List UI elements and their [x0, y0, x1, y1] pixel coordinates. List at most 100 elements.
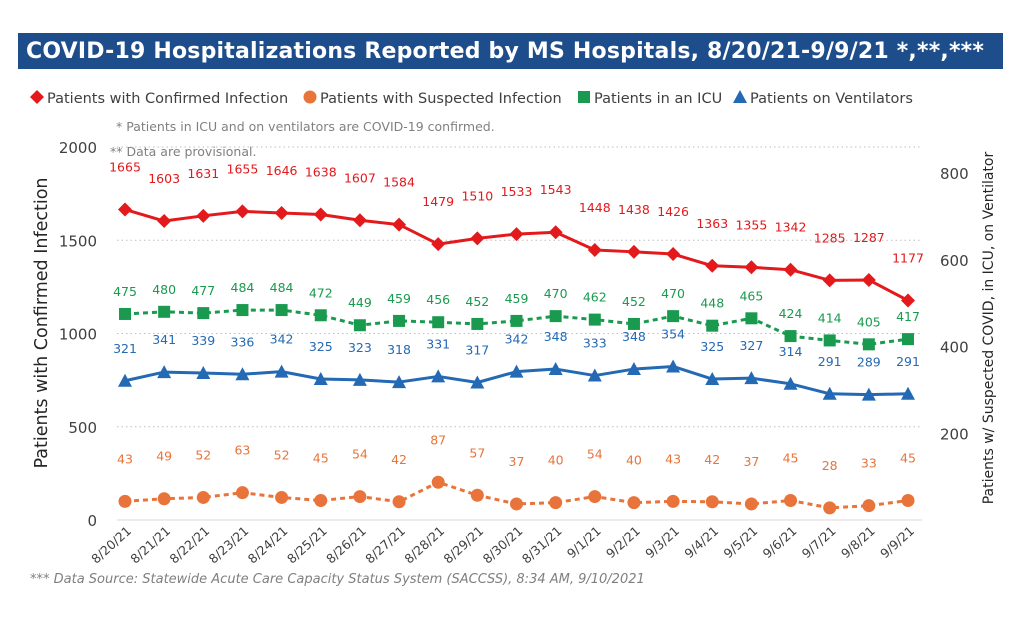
data-label: 317	[465, 343, 489, 358]
chart-title: COVID-19 Hospitalizations Reported by MS…	[26, 38, 985, 64]
data-label: 452	[465, 294, 489, 309]
data-point-square	[784, 330, 797, 343]
data-label: 1438	[618, 202, 650, 217]
data-point-triangle	[744, 371, 759, 385]
data-label: 1363	[696, 216, 728, 231]
data-label: 318	[387, 342, 411, 357]
data-label: 87	[430, 432, 446, 447]
data-label: 321	[113, 341, 137, 356]
data-point-triangle	[861, 387, 876, 401]
data-label: 448	[700, 296, 724, 311]
data-point-triangle	[431, 369, 446, 383]
data-point-triangle	[705, 372, 720, 386]
data-label: 1584	[383, 175, 415, 190]
data-point-circle	[666, 494, 680, 508]
data-point-circle	[784, 493, 798, 507]
data-label: 325	[700, 339, 724, 354]
data-label: 1448	[579, 200, 611, 215]
data-label: 484	[231, 280, 255, 295]
data-point-triangle	[470, 375, 485, 389]
x-tick-label: 8/23/21	[206, 523, 252, 566]
data-point-triangle	[157, 365, 172, 379]
y-axis-title: Patients with Confirmed Infection	[32, 177, 52, 468]
data-label: 37	[509, 454, 525, 469]
data-label: 33	[861, 456, 877, 471]
data-label: 289	[857, 355, 881, 370]
data-label: 1607	[344, 170, 376, 185]
data-point-triangle	[274, 364, 289, 378]
data-point-square	[510, 314, 523, 327]
data-point-circle	[588, 490, 602, 504]
data-point-triangle	[313, 372, 328, 386]
data-label: 1543	[540, 182, 572, 197]
data-label: 477	[191, 283, 215, 298]
series-diamond: 1665 1603 1631 1655 1646 1638 1607 1584 1479 1510…	[109, 159, 924, 308]
data-point-diamond	[313, 207, 328, 222]
data-label: 341	[152, 332, 176, 347]
data-point-square	[471, 317, 484, 330]
data-point-diamond	[705, 258, 720, 273]
data-point-triangle	[509, 364, 524, 378]
data-label: 42	[704, 452, 720, 467]
data-point-circle	[627, 496, 641, 510]
data-label: 327	[739, 338, 763, 353]
legend: Patients with Confirmed Infection Patient…	[30, 90, 913, 107]
note-provisional: ** Data are provisional.	[110, 144, 256, 159]
x-tick-label: 9/2/21	[603, 523, 643, 561]
data-label: 291	[896, 354, 920, 369]
data-label: 28	[822, 458, 838, 473]
data-point-diamond	[352, 213, 367, 228]
y2-tick-label: 600	[940, 252, 969, 270]
x-tick-label: 9/7/21	[799, 523, 839, 561]
data-point-circle	[705, 495, 719, 509]
series-square: 475 480 477 484 484 472 449 459 456 452 459 470 462 4…	[113, 280, 920, 351]
x-tick-label: 8/29/21	[441, 523, 487, 566]
y-tick-label: 0	[87, 512, 97, 530]
data-point-circle	[823, 501, 837, 515]
data-label: 342	[270, 332, 294, 347]
data-label: 424	[779, 306, 803, 321]
data-point-circle	[470, 488, 484, 502]
data-label: 1665	[109, 159, 141, 174]
data-label: 52	[274, 447, 290, 462]
data-label: 54	[587, 447, 603, 462]
data-label: 45	[783, 450, 799, 465]
data-label: 462	[583, 290, 607, 305]
data-point-square	[197, 307, 210, 320]
data-point-diamond	[509, 227, 524, 242]
x-tick-label: 9/1/21	[564, 523, 604, 561]
data-label: 40	[626, 453, 642, 468]
data-label: 333	[583, 336, 607, 351]
legend-label: Patients with Suspected Infection	[320, 91, 562, 107]
data-label: 1287	[853, 230, 885, 245]
data-label: 480	[152, 282, 176, 297]
data-label: 45	[313, 450, 329, 465]
data-label: 1631	[187, 166, 219, 181]
x-tick-label: 8/28/21	[401, 523, 447, 566]
data-point-diamond	[626, 244, 641, 259]
x-tick-label: 9/9/21	[877, 523, 917, 561]
data-point-circle	[431, 475, 445, 489]
data-point-circle	[353, 490, 367, 504]
data-point-triangle	[822, 386, 837, 400]
data-label: 348	[622, 329, 646, 344]
data-point-square	[275, 304, 288, 317]
data-label: 1638	[305, 165, 337, 180]
x-tick-label: 8/26/21	[323, 523, 369, 566]
data-label: 1426	[657, 204, 689, 219]
data-point-diamond	[822, 273, 837, 288]
data-point-triangle	[118, 373, 132, 387]
data-point-circle	[901, 493, 915, 507]
y-tick-label: 1000	[59, 326, 97, 344]
data-point-circle	[744, 497, 758, 511]
data-point-diamond	[861, 272, 876, 287]
data-label: 342	[505, 332, 529, 347]
data-point-square	[119, 307, 131, 320]
data-label: 1479	[422, 194, 454, 209]
data-label: 1177	[892, 250, 924, 265]
data-label: 1342	[775, 220, 807, 235]
data-label: 323	[348, 340, 372, 355]
series-circle: 43 49 52 63 52 45 54 42 87 57 37 40 54 40 43 42 37 45 28 33…	[117, 432, 916, 515]
data-point-square	[862, 338, 875, 351]
